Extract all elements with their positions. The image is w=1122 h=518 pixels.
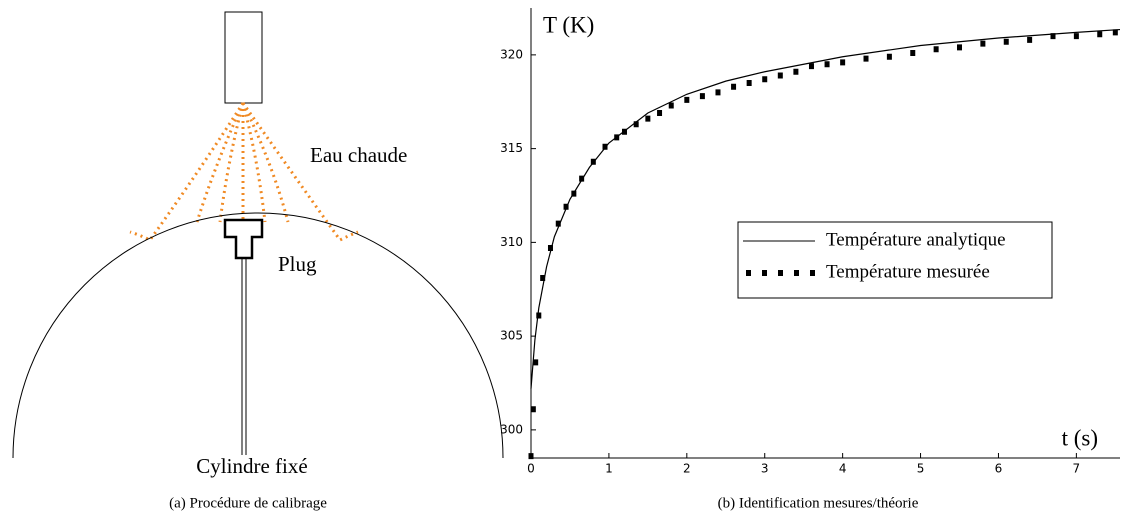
y-axis-label: T (K): [543, 12, 594, 37]
x-tick-label: 7: [1073, 462, 1081, 476]
x-tick-label: 2: [683, 462, 691, 476]
x-tick-label: 6: [995, 462, 1003, 476]
x-tick-label: 1: [605, 462, 613, 476]
data-point: [824, 61, 830, 68]
data-point: [528, 453, 534, 460]
data-point: [1050, 33, 1056, 40]
spray: [129, 102, 359, 242]
cylinder: [12, 212, 504, 459]
y-tick-label: 315: [500, 141, 523, 155]
rod: [241, 258, 247, 455]
data-point: [590, 158, 596, 165]
data-point: [657, 110, 663, 116]
data-point: [762, 76, 768, 83]
data-point: [715, 89, 721, 96]
y-tick-label: 320: [500, 47, 523, 61]
data-point: [910, 50, 916, 56]
data-point: [602, 143, 608, 150]
data-point: [777, 72, 783, 79]
data-point: [1073, 33, 1079, 40]
chart: 300 305 310 315 320 0 1 2 3 4 5 6 7 Température analy…: [500, 8, 1121, 476]
data-point: [1097, 31, 1103, 38]
legend-label: Température analytique: [826, 229, 1006, 250]
data-point: [793, 68, 799, 75]
diagram: [12, 11, 504, 459]
plug: [223, 218, 264, 260]
data-point: [886, 53, 892, 60]
caption: (b) Identification mesures/théorie: [718, 495, 919, 511]
data-line: [530, 28, 1121, 389]
data-point: [571, 190, 577, 197]
cylinder-label: Cylindre fixé: [196, 454, 307, 478]
legend-label: Température mesurée: [826, 261, 990, 282]
data-point: [746, 80, 752, 86]
data-point: [633, 121, 639, 128]
data-point: [645, 115, 651, 122]
data-point: [1027, 36, 1033, 43]
data-point: [555, 220, 561, 227]
data-point: [731, 83, 737, 90]
data-point: [614, 134, 620, 141]
x-tick-label: 5: [917, 462, 925, 476]
x-axis-label: t (s): [1062, 425, 1098, 450]
x-tick-label: 0: [527, 462, 535, 476]
data-point: [536, 312, 542, 319]
y-tick-label: 310: [500, 235, 523, 249]
data-point: [1112, 29, 1118, 36]
data-point: [530, 406, 536, 413]
legend-marker: [778, 270, 783, 276]
caption: (a) Procédure de calibrage: [169, 495, 327, 511]
y-tick-label: 300: [500, 422, 523, 436]
plug-label: Plug: [278, 252, 317, 276]
data-point: [933, 46, 939, 53]
legend-marker: [794, 270, 799, 276]
data-point: [980, 40, 986, 47]
data-point: [547, 245, 553, 251]
data-point: [533, 359, 539, 366]
x-tick-label: 3: [761, 462, 769, 476]
legend-marker: [762, 270, 767, 276]
data-point: [540, 275, 546, 281]
nozzle: [224, 11, 263, 104]
data-point: [840, 59, 846, 66]
legend-marker: [810, 270, 815, 276]
y-tick-label: 305: [500, 329, 523, 343]
data-point: [684, 96, 690, 103]
data-point: [1003, 38, 1009, 45]
data-point: [621, 128, 627, 135]
data-point: [957, 44, 963, 51]
legend-marker: [746, 270, 751, 276]
data-point: [563, 203, 569, 210]
data-point: [668, 102, 674, 109]
spray-label: Eau chaude: [310, 143, 407, 167]
data-point: [863, 55, 869, 62]
x-tick-label: 4: [839, 462, 847, 476]
data-point: [808, 63, 814, 70]
legend-box: [737, 221, 1053, 299]
data-point: [699, 93, 705, 100]
data-point: [579, 175, 585, 182]
